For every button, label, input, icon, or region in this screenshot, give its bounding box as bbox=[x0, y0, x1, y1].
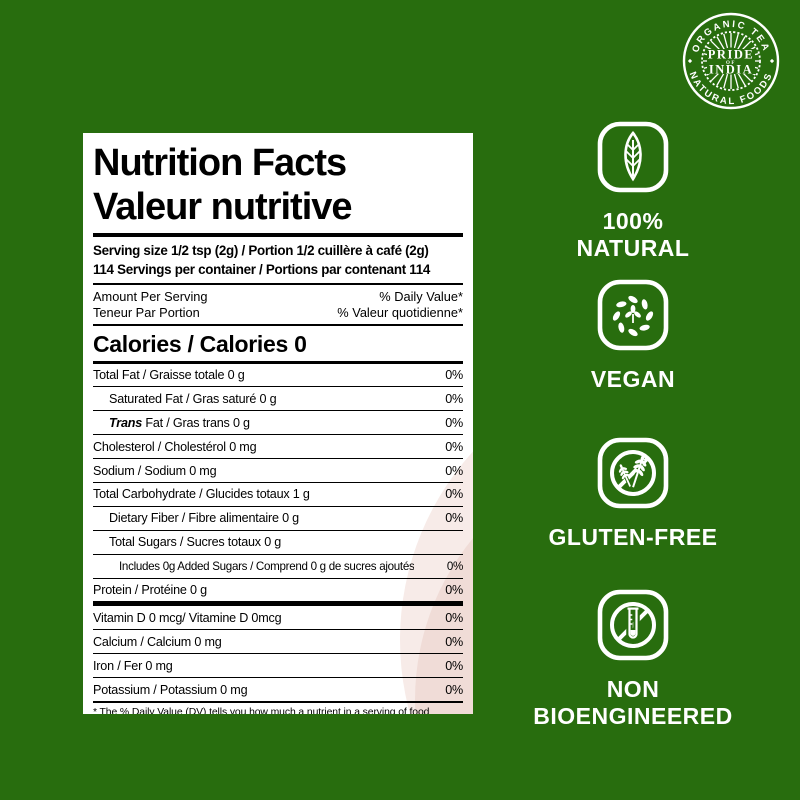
nutrition-row: Dietary Fiber / Fibre alimentaire 0 g 0% bbox=[93, 507, 463, 531]
feature-label-vegan: VEGAN bbox=[523, 366, 743, 393]
nutrition-label: Nutrition Facts Valeur nutritive Serving… bbox=[83, 133, 473, 714]
badge-left-dot bbox=[687, 58, 693, 64]
nutrient-rows: Total Fat / Graisse totale 0 g 0% Saturate… bbox=[93, 364, 463, 703]
badge-text-backing bbox=[707, 49, 755, 74]
no-wheat-icon bbox=[597, 437, 669, 509]
feature-vegan: VEGAN bbox=[523, 278, 743, 393]
daily-value-en: % Daily Value* bbox=[379, 289, 463, 304]
feature-label-line: 100% bbox=[602, 208, 664, 234]
badge-right-dot bbox=[769, 58, 775, 64]
nutrition-row: Iron / Fer 0 mg 0% bbox=[93, 654, 463, 679]
feature-gluten-free: GLUTEN-FREE bbox=[523, 436, 743, 551]
nutrition-row: Potassium / Potassium 0 mg 0% bbox=[93, 678, 463, 703]
badge-outer-ring bbox=[682, 12, 780, 110]
nutrition-row: Total Sugars / Sucres totaux 0 g bbox=[93, 531, 463, 555]
brand-badge: ORGANIC TEA NATURAL FOODS PRIDE OF INDIA bbox=[682, 12, 780, 110]
amount-per-serving-fr: Teneur Par Portion bbox=[93, 305, 200, 320]
divider-thick bbox=[93, 233, 463, 237]
feature-label-gluten-free: GLUTEN-FREE bbox=[523, 524, 743, 551]
leaf-ring-icon bbox=[597, 279, 669, 351]
divider-calories bbox=[93, 360, 463, 364]
amount-per-serving-en: Amount Per Serving bbox=[93, 289, 208, 304]
feature-label-line: BIOENGINEERED bbox=[533, 703, 733, 729]
nutrition-row: Trans Fat / Gras trans 0 g 0% bbox=[93, 411, 463, 436]
badge-brand-line1: PRIDE bbox=[708, 48, 754, 62]
badge-brand-of: OF bbox=[726, 61, 736, 66]
nutrition-row: Cholesterol / Cholestérol 0 mg 0% bbox=[93, 435, 463, 460]
label-title-fr: Valeur nutritive bbox=[93, 186, 353, 228]
nutrition-row: Vitamin D 0 mcg/ Vitamine D 0mcg 0% bbox=[93, 606, 463, 631]
nutrition-row: Total Carbohydrate / Glucides totaux 1 g… bbox=[93, 483, 463, 507]
nutrition-row: Sodium / Sodium 0 mg 0% bbox=[93, 459, 463, 483]
feature-non-bioengineered: NON BIOENGINEERED bbox=[523, 588, 743, 730]
feature-label-non-bioengineered: NON BIOENGINEERED bbox=[523, 676, 743, 730]
leaf-icon bbox=[597, 121, 669, 193]
calories-line: Calories / Calories 0 bbox=[93, 330, 307, 357]
nutrition-row: Total Fat / Graisse totale 0 g 0% bbox=[93, 364, 463, 388]
serving-size-line: Serving size 1/2 tsp (2g) / Portion 1/2 … bbox=[93, 243, 429, 258]
feature-label-line: NON bbox=[606, 676, 660, 702]
nutrition-row: Saturated Fat / Gras saturé 0 g 0% bbox=[93, 387, 463, 412]
no-test-tube-icon bbox=[597, 589, 669, 661]
feature-label-line: NATURAL bbox=[576, 235, 690, 261]
badge-notched-ring bbox=[701, 31, 761, 91]
daily-value-footnote: * The % Daily Value (DV) tells you how m… bbox=[93, 706, 430, 714]
divider-thin bbox=[93, 324, 463, 326]
feature-natural: 100% NATURAL bbox=[523, 120, 743, 262]
label-title-en: Nutrition Facts bbox=[93, 142, 347, 184]
nutrition-row: Includes 0g Added Sugars / Comprend 0 g … bbox=[93, 555, 463, 579]
daily-value-fr: % Valeur quotidienne* bbox=[337, 305, 463, 320]
divider-medium bbox=[93, 283, 463, 285]
feature-label-natural: 100% NATURAL bbox=[523, 208, 743, 262]
badge-brand-line2: INDIA bbox=[709, 63, 753, 77]
servings-per-container-line: 114 Servings per container / Portions pa… bbox=[93, 262, 430, 277]
nutrition-row: Protein / Protéine 0 g 0% bbox=[93, 579, 463, 607]
nutrition-row: Calcium / Calcium 0 mg 0% bbox=[93, 630, 463, 655]
feature-label-line: GLUTEN-FREE bbox=[548, 524, 718, 550]
feature-label-line: VEGAN bbox=[590, 366, 676, 392]
